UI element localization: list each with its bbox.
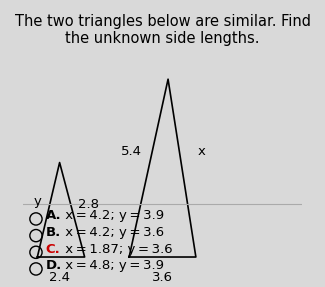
Text: 3.6: 3.6 [152, 271, 173, 284]
Text: C.: C. [46, 243, 60, 256]
Text: 2.8: 2.8 [78, 198, 99, 211]
Text: x = 4.8; y = 3.9: x = 4.8; y = 3.9 [61, 259, 164, 272]
Text: y: y [34, 195, 42, 208]
Text: 5.4: 5.4 [121, 145, 142, 158]
Text: x = 4.2; y = 3.9: x = 4.2; y = 3.9 [61, 209, 164, 222]
Text: The two triangles below are similar. Find the unknown side lengths.: The two triangles below are similar. Fin… [15, 14, 310, 46]
Text: x: x [197, 145, 205, 158]
Text: B.: B. [46, 226, 61, 239]
Text: x = 1.87; y = 3.6: x = 1.87; y = 3.6 [61, 243, 173, 256]
Text: D.: D. [46, 259, 62, 272]
Text: x = 4.2; y = 3.6: x = 4.2; y = 3.6 [61, 226, 164, 239]
Text: A.: A. [46, 209, 61, 222]
Text: 2.4: 2.4 [49, 271, 70, 284]
